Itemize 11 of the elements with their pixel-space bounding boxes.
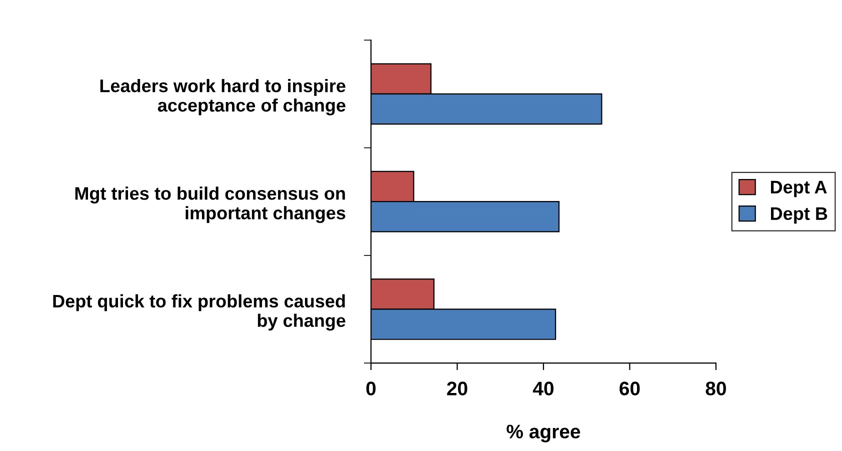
legend-label: Dept B <box>771 207 828 224</box>
x-axis-title: % agree <box>506 424 580 442</box>
x-tick-label: 60 <box>620 382 640 396</box>
y-tick-label: Mgt tries to build consensus on important changes <box>75 186 346 224</box>
x-tick-label: 40 <box>532 382 554 396</box>
x-tick-label: 20 <box>447 382 468 396</box>
x-tick-label: 0 <box>366 382 376 396</box>
y-tick-label: Dept quick to fix problems caused by change <box>53 294 346 331</box>
y-tick-label: Leaders work hard to inspire acceptance of change <box>100 79 346 116</box>
legend-label: Dept A <box>771 180 827 198</box>
x-tick-label: 80 <box>706 382 726 396</box>
